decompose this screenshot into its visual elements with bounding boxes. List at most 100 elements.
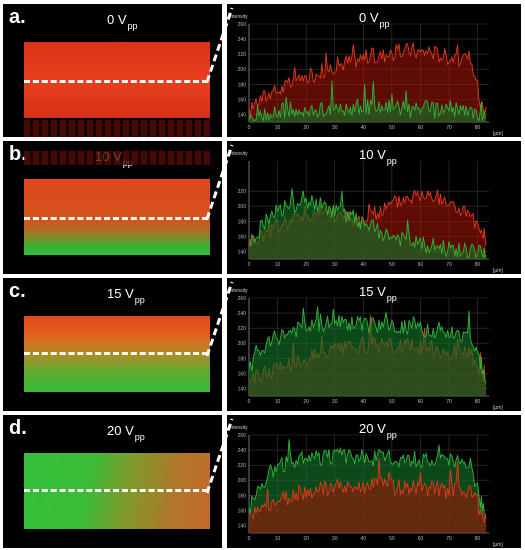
figure-row-1: a. 0 Vpp 0 Vpp 140 160 180 200 220 240 260 0 10 20 30…	[0, 4, 525, 137]
x-axis-unit: [µm]	[493, 131, 503, 137]
x-tick-label: 40	[361, 262, 367, 268]
chart-voltage-label: 15 Vpp	[359, 284, 397, 303]
voltage-label: 0 Vpp	[107, 12, 138, 31]
y-tick-label: 140	[238, 112, 247, 118]
y-tick-label: 160	[238, 97, 247, 103]
y-tick-label: 220	[238, 463, 247, 469]
green-series-line	[248, 188, 487, 260]
figure-row-3: c. 15 Vpp 15 Vpp 140 160 180 200 220 240 260 0 10 20…	[0, 278, 525, 411]
x-tick-label: 20	[303, 262, 309, 268]
y-tick-label: 240	[238, 311, 247, 317]
x-tick-label: 80	[475, 125, 481, 131]
panel-label: a.	[9, 6, 26, 28]
x-tick-label: 20	[303, 399, 309, 405]
x-tick-label: 30	[332, 399, 338, 405]
intensity-chart: 140 160 180 200 220 0 10 20 30 40 50 60 70 80 Intensit…	[229, 151, 503, 274]
figure-row-4: d. 20 Vpp 20 Vpp 140 160 180 200 220 240 260 0 10 20…	[0, 415, 525, 548]
profile-line	[24, 352, 208, 355]
y-tick-label: 140	[238, 249, 247, 255]
voltage-subscript: pp	[386, 156, 397, 166]
voltage-subscript: pp	[379, 19, 390, 29]
y-tick-label: 240	[238, 37, 247, 43]
profile-line	[24, 80, 208, 83]
x-tick-label: 60	[418, 262, 424, 268]
figure-row-2: b.10 Vpp10 Vpp14016018020022001020304050…	[0, 141, 525, 274]
y-tick-label: 180	[238, 356, 247, 362]
green-series-area	[249, 306, 487, 396]
panel-label: d.	[9, 417, 27, 439]
voltage-value: 20 V	[107, 423, 134, 438]
x-tick-label: 80	[475, 399, 481, 405]
red-series-line	[248, 458, 487, 524]
y-tick-label: 240	[238, 448, 247, 454]
voltage-subscript: pp	[134, 295, 145, 305]
intensity-chart: 140 160 180 200 220 240 260 0 10 20 30 40 50 60 70 80 In…	[229, 288, 503, 411]
x-tick-label: 30	[332, 536, 338, 542]
x-tick-label: 70	[446, 262, 452, 268]
y-tick-label: 220	[238, 326, 247, 332]
y-tick-label: 260	[238, 22, 247, 28]
x-tick-label: 0	[248, 125, 251, 131]
voltage-label: 20 Vpp	[107, 423, 145, 442]
y-tick-label: 220	[238, 189, 247, 195]
x-tick-label: 40	[361, 125, 367, 131]
x-tick-label: 0	[248, 536, 251, 542]
profile-line	[24, 217, 208, 220]
y-tick-label: 260	[238, 433, 247, 439]
x-tick-label: 40	[361, 536, 367, 542]
voltage-subscript: pp	[127, 21, 138, 31]
voltage-subscript: pp	[386, 293, 397, 303]
x-tick-label: 80	[475, 536, 481, 542]
x-tick-label: 10	[275, 399, 281, 405]
y-tick-label: 200	[238, 67, 247, 73]
intensity-chart-panel: 15 Vpp 140 160 180 200 220 240 260 0 10 20 30 40 50 60…	[227, 278, 521, 411]
chart-voltage-label: 0 Vpp	[359, 10, 390, 29]
y-tick-label: 180	[238, 219, 247, 225]
x-tick-label: 60	[418, 399, 424, 405]
x-tick-label: 60	[418, 125, 424, 131]
y-tick-label: 160	[238, 234, 247, 240]
y-tick-label: 200	[238, 204, 247, 210]
y-axis-label: Intensity	[229, 14, 248, 20]
chart-voltage-label: 20 Vpp	[359, 421, 397, 440]
voltage-value: 15 V	[107, 286, 134, 301]
microscopy-panel: d. 20 Vpp	[3, 415, 222, 548]
y-tick-label: 200	[238, 478, 247, 484]
panel-label: c.	[9, 280, 26, 302]
microscopy-panel: b.10 Vpp	[3, 141, 222, 274]
chart-voltage-label: 10 Vpp	[359, 147, 397, 166]
y-tick-label: 220	[238, 52, 247, 58]
y-tick-label: 160	[238, 508, 247, 514]
x-tick-label: 10	[275, 536, 281, 542]
x-tick-label: 30	[332, 125, 338, 131]
y-axis-label: Intensity	[229, 288, 248, 294]
x-axis-unit: [µm]	[493, 268, 503, 274]
x-tick-label: 30	[332, 262, 338, 268]
voltage-label: 15 Vpp	[107, 286, 145, 305]
panel-label: b.	[9, 143, 27, 165]
x-axis-unit: [µm]	[493, 542, 503, 548]
x-tick-label: 0	[248, 262, 251, 268]
x-tick-label: 50	[389, 125, 395, 131]
voltage-value: 0 V	[359, 10, 379, 25]
voltage-subscript: pp	[386, 430, 397, 440]
voltage-subscript: pp	[134, 432, 145, 442]
intensity-chart-panel: 0 Vpp 140 160 180 200 220 240 260 0 10 20 30 40 50 60 7…	[227, 4, 521, 137]
x-axis-unit: [µm]	[493, 405, 503, 411]
x-tick-label: 10	[275, 262, 281, 268]
voltage-value: 10 V	[359, 147, 386, 162]
y-tick-label: 180	[238, 493, 247, 499]
intensity-chart: 140 160 180 200 220 240 260 0 10 20 30 40 50 60 70 80 In…	[229, 425, 503, 548]
x-tick-label: 70	[446, 125, 452, 131]
microscopy-panel: c. 15 Vpp	[3, 278, 222, 411]
red-series-line	[248, 41, 487, 119]
voltage-value: 20 V	[359, 421, 386, 436]
image-artifact	[24, 151, 210, 165]
x-tick-label: 20	[303, 125, 309, 131]
x-tick-label: 60	[418, 536, 424, 542]
x-tick-label: 70	[446, 536, 452, 542]
voltage-value: 0 V	[107, 12, 127, 27]
green-series-line	[248, 306, 487, 383]
y-axis-label: Intensity	[229, 425, 248, 431]
y-tick-label: 160	[238, 371, 247, 377]
